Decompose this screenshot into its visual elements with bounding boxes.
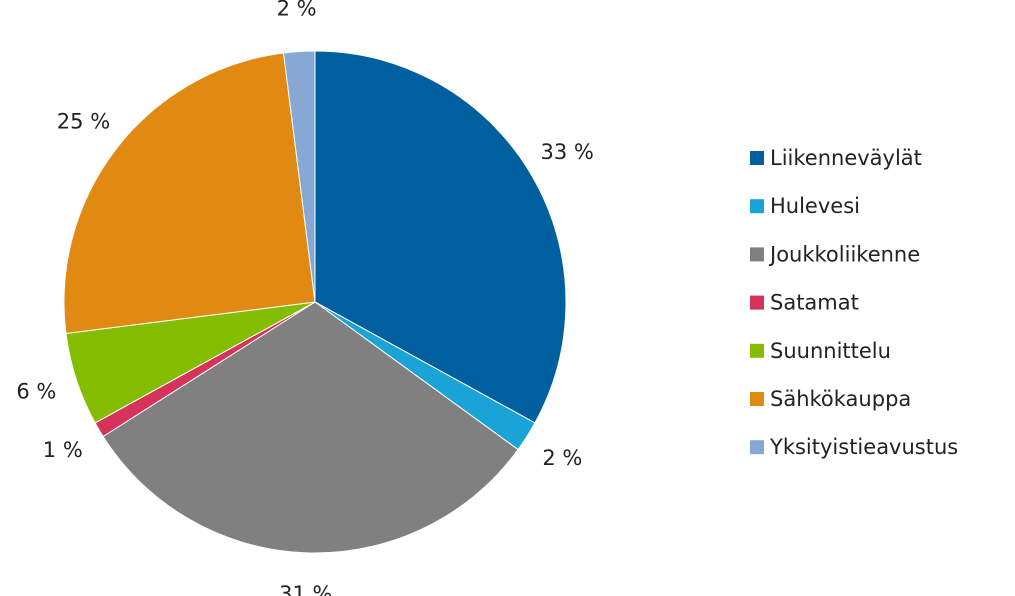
legend-swatch [750, 295, 764, 310]
legend-swatch [750, 247, 764, 262]
legend-swatch [750, 440, 764, 455]
legend-swatch [750, 343, 764, 358]
data-label: 1 % [43, 438, 83, 462]
data-label: 31 % [279, 582, 332, 596]
legend-label: Hulevesi [770, 194, 860, 218]
pie-slice [314, 50, 567, 424]
legend-label: Yksityistieavustus [769, 435, 958, 459]
legend-swatch [750, 392, 764, 406]
legend-label: Liikenneväylät [770, 146, 922, 170]
data-label: 2 % [542, 446, 582, 470]
legend-label: Sähkökauppa [770, 387, 911, 411]
data-label: 6 % [16, 380, 56, 404]
data-label: 25 % [57, 109, 110, 133]
legend-label: Satamat [770, 291, 859, 315]
pie-slice [282, 50, 316, 303]
legend-swatch [750, 151, 764, 165]
pie-slice [102, 301, 519, 554]
data-label: 33 % [541, 140, 594, 164]
legend-label: Suunnittelu [770, 339, 891, 363]
legend-swatch [750, 199, 764, 214]
data-label: 2 % [277, 0, 317, 21]
legend-label: Joukkoliikenne [768, 242, 920, 266]
pie-slice [63, 52, 316, 335]
